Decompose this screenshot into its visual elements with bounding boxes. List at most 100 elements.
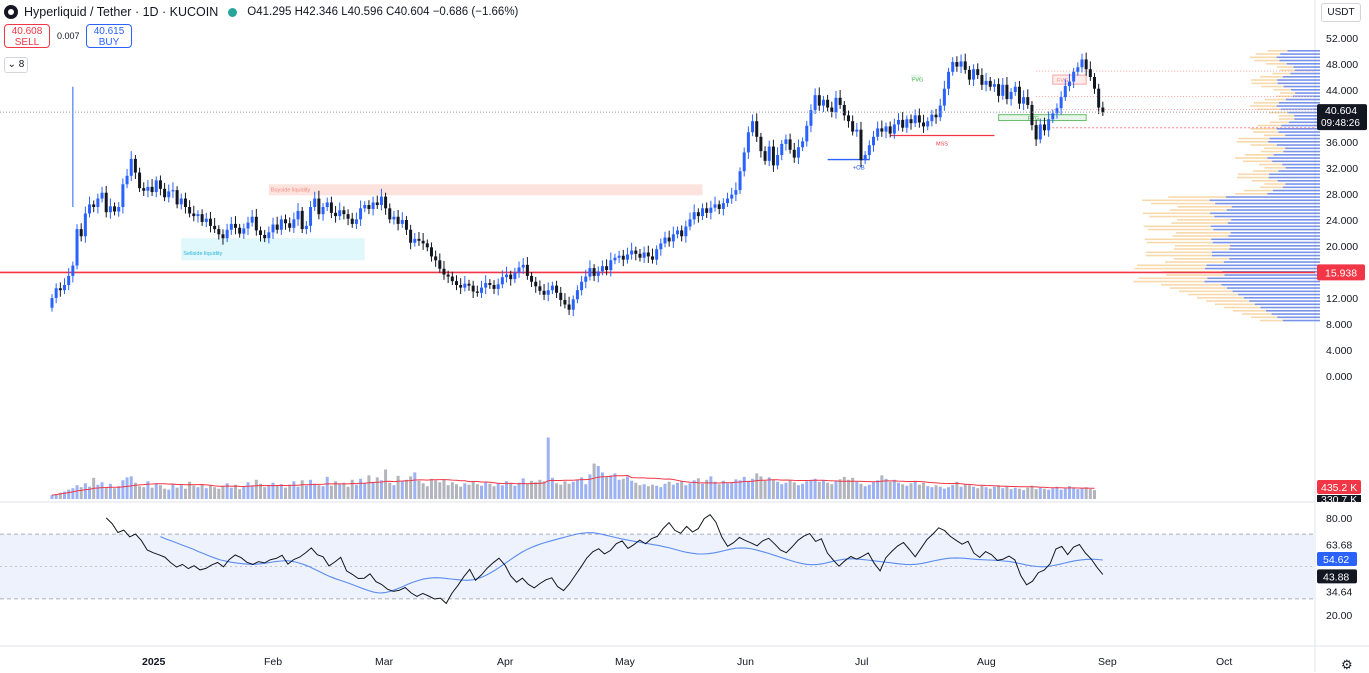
volume-bar [1059, 489, 1063, 499]
candle-body [92, 204, 96, 207]
volume-tag [1317, 495, 1361, 502]
volume-profile-sell-bar [1242, 160, 1273, 163]
volume-bar [313, 483, 317, 499]
candle-body [263, 234, 267, 239]
volume-profile-sell-bar [1250, 105, 1277, 107]
candle-body [801, 141, 805, 148]
volume-profile-buy-bar [1282, 319, 1320, 322]
volume-bar [967, 485, 971, 499]
volume-bar [413, 472, 417, 499]
candle-body [926, 121, 930, 127]
candle-body [1088, 69, 1092, 77]
volume-bar [500, 485, 504, 499]
volume-profile-buy-bar [1277, 82, 1320, 85]
candle-body [972, 69, 976, 80]
volume-bar [630, 480, 634, 499]
candle-body [817, 95, 821, 106]
candle-body [663, 237, 667, 244]
volume-bar [275, 485, 279, 499]
volume-bar [684, 485, 688, 499]
candle-body [125, 175, 129, 185]
symbol-title[interactable]: Hyperliquid / Tether · 1D · KUCOIN [24, 5, 219, 19]
volume-bar [83, 483, 87, 499]
volume-profile-buy-bar [1268, 141, 1320, 143]
sell-button[interactable]: 40.608 SELL [4, 24, 50, 48]
volume-bar [926, 486, 930, 499]
volume-sma-tag [1317, 480, 1361, 494]
volume-bar [734, 479, 738, 499]
candle-body [129, 158, 133, 176]
volume-bar [588, 474, 592, 499]
support-price-tag [1317, 264, 1365, 281]
candle-body [967, 69, 971, 80]
volume-bar [913, 481, 917, 499]
volume-profile-sell-bar [1260, 76, 1283, 78]
gear-icon[interactable]: ⚙ [1341, 657, 1353, 672]
candle-body [175, 190, 179, 205]
volume-bar [751, 478, 755, 499]
candle-body [150, 186, 154, 193]
candle-body [54, 288, 58, 298]
volume-bar [238, 489, 242, 499]
fvg-label: FVG [912, 78, 923, 84]
candle-body [550, 285, 554, 291]
candle-body [221, 234, 225, 239]
volume-profile-buy-bar [1295, 92, 1320, 94]
support-price-label: 15.938 [1325, 267, 1357, 279]
volume-bar [609, 475, 613, 499]
candle-body [913, 115, 917, 124]
candle-body [300, 210, 304, 230]
volume-bar [417, 480, 421, 499]
volume-profile-buy-bar [1293, 66, 1320, 68]
volume-profile-buy-bar [1238, 293, 1320, 296]
volume-profile-sell-bar [1237, 176, 1269, 179]
candle-body [888, 126, 892, 134]
candle-body [584, 276, 588, 282]
volume-bar [542, 481, 546, 499]
volume-bar [638, 485, 642, 499]
volume-bar [300, 480, 304, 499]
volume-profile-buy-bar [1294, 115, 1320, 117]
candle-body [650, 256, 654, 260]
volume-sma-label: 435.2 K [1321, 482, 1357, 494]
candle-body [334, 212, 338, 217]
volume-bar [559, 484, 563, 499]
volume-profile-sell-bar [1269, 121, 1289, 124]
volume-bar [659, 487, 663, 499]
candle-body [821, 99, 825, 106]
volume-profile-sell-bar [1179, 290, 1233, 293]
candle-body [500, 277, 504, 285]
last-price-label: 40.604 [1325, 105, 1357, 117]
candle-body [863, 155, 867, 161]
candle-body [984, 80, 988, 85]
volume-bar [992, 486, 996, 499]
volume-profile-buy-bar [1276, 128, 1320, 130]
volume-profile-sell-bar [1278, 115, 1295, 117]
candle-body [942, 88, 946, 106]
volume-bar [613, 473, 617, 499]
candle-body [488, 283, 492, 285]
candle-body [600, 266, 604, 272]
candle-body [50, 298, 54, 308]
candle-body [425, 243, 429, 248]
volume-profile-buy-bar [1277, 79, 1320, 81]
buy-button[interactable]: 40.615 BUY [86, 24, 132, 48]
volume-profile-sell-bar [1253, 102, 1279, 104]
currency-selector[interactable]: USDT [1321, 3, 1361, 22]
candle-body [288, 223, 292, 228]
candle-body [188, 207, 192, 214]
volume-profile-sell-bar [1173, 248, 1230, 250]
candle-body [630, 250, 634, 255]
indicators-toggle[interactable]: ⌄ 8 [4, 57, 28, 73]
volume-profile-buy-bar [1227, 287, 1320, 289]
volume-profile-sell-bar [1197, 297, 1244, 299]
volume-profile-buy-bar [1276, 56, 1320, 59]
volume-bar [726, 483, 730, 499]
volume-profile-buy-bar [1272, 160, 1320, 163]
volume-profile-buy-bar [1267, 157, 1320, 159]
volume-bar [696, 478, 700, 499]
candle-body [588, 268, 592, 277]
candle-body [204, 218, 208, 222]
candle-body [208, 218, 212, 226]
